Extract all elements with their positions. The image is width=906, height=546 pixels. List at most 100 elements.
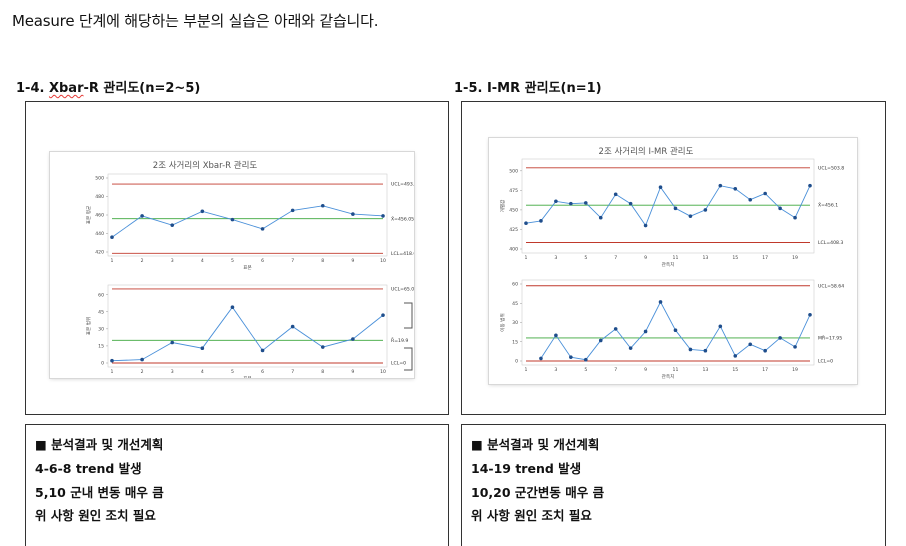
data-point [320, 203, 325, 208]
x-axis-label: 표본 [243, 376, 251, 378]
imr-chart-card: 2조 사거리의 I-MR 관리도 400 425 450 475 500 1 3 5 7 9 11 1… [489, 138, 857, 384]
y-tick-label: 60 [512, 282, 518, 288]
x-tick-label: 3 [554, 367, 557, 373]
analysis-line: 위 사항 원인 조치 필요 [35, 508, 156, 523]
data-point [569, 201, 573, 206]
data-point [583, 201, 588, 205]
y-tick-label: 475 [509, 188, 518, 194]
analysis-line: 4-6-8 trend 발생 [35, 461, 142, 476]
x-tick-label: 6 [261, 258, 264, 264]
xbar-r-heading: 1-4. Xbar-R 관리도(n=2~5) [16, 77, 200, 96]
x-tick-label: 3 [171, 258, 174, 264]
data-point [598, 215, 603, 220]
xbar-r-figure-frame: 2조 사거리의 Xbar-R 관리도 420 440 460 480 500 1 2 3 4 5 6… [25, 101, 449, 415]
x-tick-label: 9 [644, 367, 647, 373]
overlay-bracket-shape [404, 302, 413, 371]
x-tick-label: 7 [614, 367, 617, 373]
data-point [688, 347, 693, 352]
xbar-panel: 420 440 460 480 500 1 2 3 4 5 6 7 8 9 10 표본 표본 평균 UCL=493… [85, 173, 420, 271]
ucl-label: UCL=58.64 [818, 283, 844, 289]
lcl-label: LCL=408.3 [818, 240, 843, 246]
x-tick-label: 17 [762, 255, 768, 261]
center-label: X̄=456.1 [818, 202, 838, 209]
x-tick-label: 7 [291, 258, 294, 264]
data-point [763, 348, 767, 353]
x-tick-label: 1 [111, 369, 114, 375]
data-point [643, 329, 648, 334]
data-point [140, 357, 144, 362]
data-point [658, 300, 663, 304]
data-point [778, 336, 782, 340]
data-point [688, 214, 693, 218]
x-tick-label: 10 [380, 369, 386, 375]
data-point [718, 183, 723, 188]
series-line [111, 306, 384, 362]
data-point [733, 187, 738, 191]
y-tick-label: 0 [515, 359, 518, 365]
data-point [583, 357, 588, 362]
data-point [793, 215, 797, 220]
x-tick-label: 5 [584, 255, 587, 261]
x-axis-label: 관측치 [662, 373, 675, 380]
data-point [733, 354, 738, 358]
data-point [110, 235, 114, 239]
x-tick-label: 8 [321, 369, 324, 375]
ucl-label: UCL=493.47 [391, 182, 414, 188]
data-point [200, 346, 205, 350]
data-point [569, 355, 573, 359]
x-tick-label: 1 [111, 258, 114, 264]
y-tick-label: 500 [509, 168, 518, 174]
xbar-r-analysis-box: ■ 분석결과 및 개선계획 4-6-8 trend 발생 5,10 군내 변동 … [25, 424, 449, 546]
x-tick-label: 15 [732, 255, 738, 261]
x-tick-label: 9 [644, 255, 647, 261]
x-tick-label: 7 [291, 369, 294, 375]
y-tick-label: 450 [509, 208, 518, 214]
data-point [200, 209, 205, 214]
analysis-line: 위 사항 원인 조치 필요 [471, 508, 592, 523]
x-tick-label: 19 [792, 367, 798, 373]
imr-analysis-box: ■ 분석결과 및 개선계획 14-19 trend 발생 10,20 군간변동 … [461, 424, 886, 546]
data-point [643, 223, 648, 228]
x-tick-label: 5 [584, 367, 587, 373]
y-tick-label: 60 [98, 292, 104, 298]
data-point [260, 348, 265, 353]
plot-frame [107, 173, 388, 257]
x-tick-label: 17 [762, 367, 768, 373]
xbar-r-heading-num: 1-4. [16, 81, 45, 96]
y-tick-label: 45 [98, 309, 104, 315]
y-tick-label: 480 [95, 194, 104, 200]
x-tick-label: 3 [554, 255, 557, 261]
x-tick-label: 8 [321, 258, 324, 264]
ucl-label: UCL=65.02 [391, 287, 414, 293]
data-point [524, 221, 528, 225]
lcl-label: LCL=418.63 [391, 251, 414, 257]
plot-frame [521, 158, 815, 254]
data-point [110, 358, 114, 363]
y-tick-label: 420 [95, 250, 104, 256]
xbar-r-chart-card: 2조 사거리의 Xbar-R 관리도 420 440 460 480 500 1 2 3 4 5 6… [50, 152, 420, 382]
imr-heading: 1-5. I-MR 관리도(n=1) [454, 81, 602, 96]
data-point [628, 346, 633, 350]
y-axis-label: 개별값 [499, 199, 506, 212]
data-point [658, 185, 663, 190]
data-point [613, 192, 618, 197]
data-point [703, 208, 708, 212]
imr-figure-frame: 2조 사거리의 I-MR 관리도 400 425 450 475 500 1 3 5 7 9 11 1… [461, 101, 886, 415]
center-label: R̄=19.9 [391, 337, 408, 344]
center-label: X̄=456.05 [391, 215, 414, 222]
x-tick-label: 7 [614, 255, 617, 261]
x-tick-label: 3 [171, 369, 174, 375]
x-tick-label: 13 [702, 367, 708, 373]
intro-text: Measure 단계에 해당하는 부분의 실습은 아래와 같습니다. [12, 12, 379, 30]
y-tick-label: 30 [98, 326, 104, 332]
data-point [598, 338, 603, 343]
x-axis-label: 표본 [243, 265, 251, 271]
y-axis-label: 표본 평균 [85, 206, 92, 224]
data-point [673, 206, 678, 211]
data-point [718, 324, 723, 329]
y-tick-label: 400 [509, 247, 518, 253]
y-axis-label: 이동 범위 [499, 313, 506, 331]
data-point [140, 214, 144, 218]
